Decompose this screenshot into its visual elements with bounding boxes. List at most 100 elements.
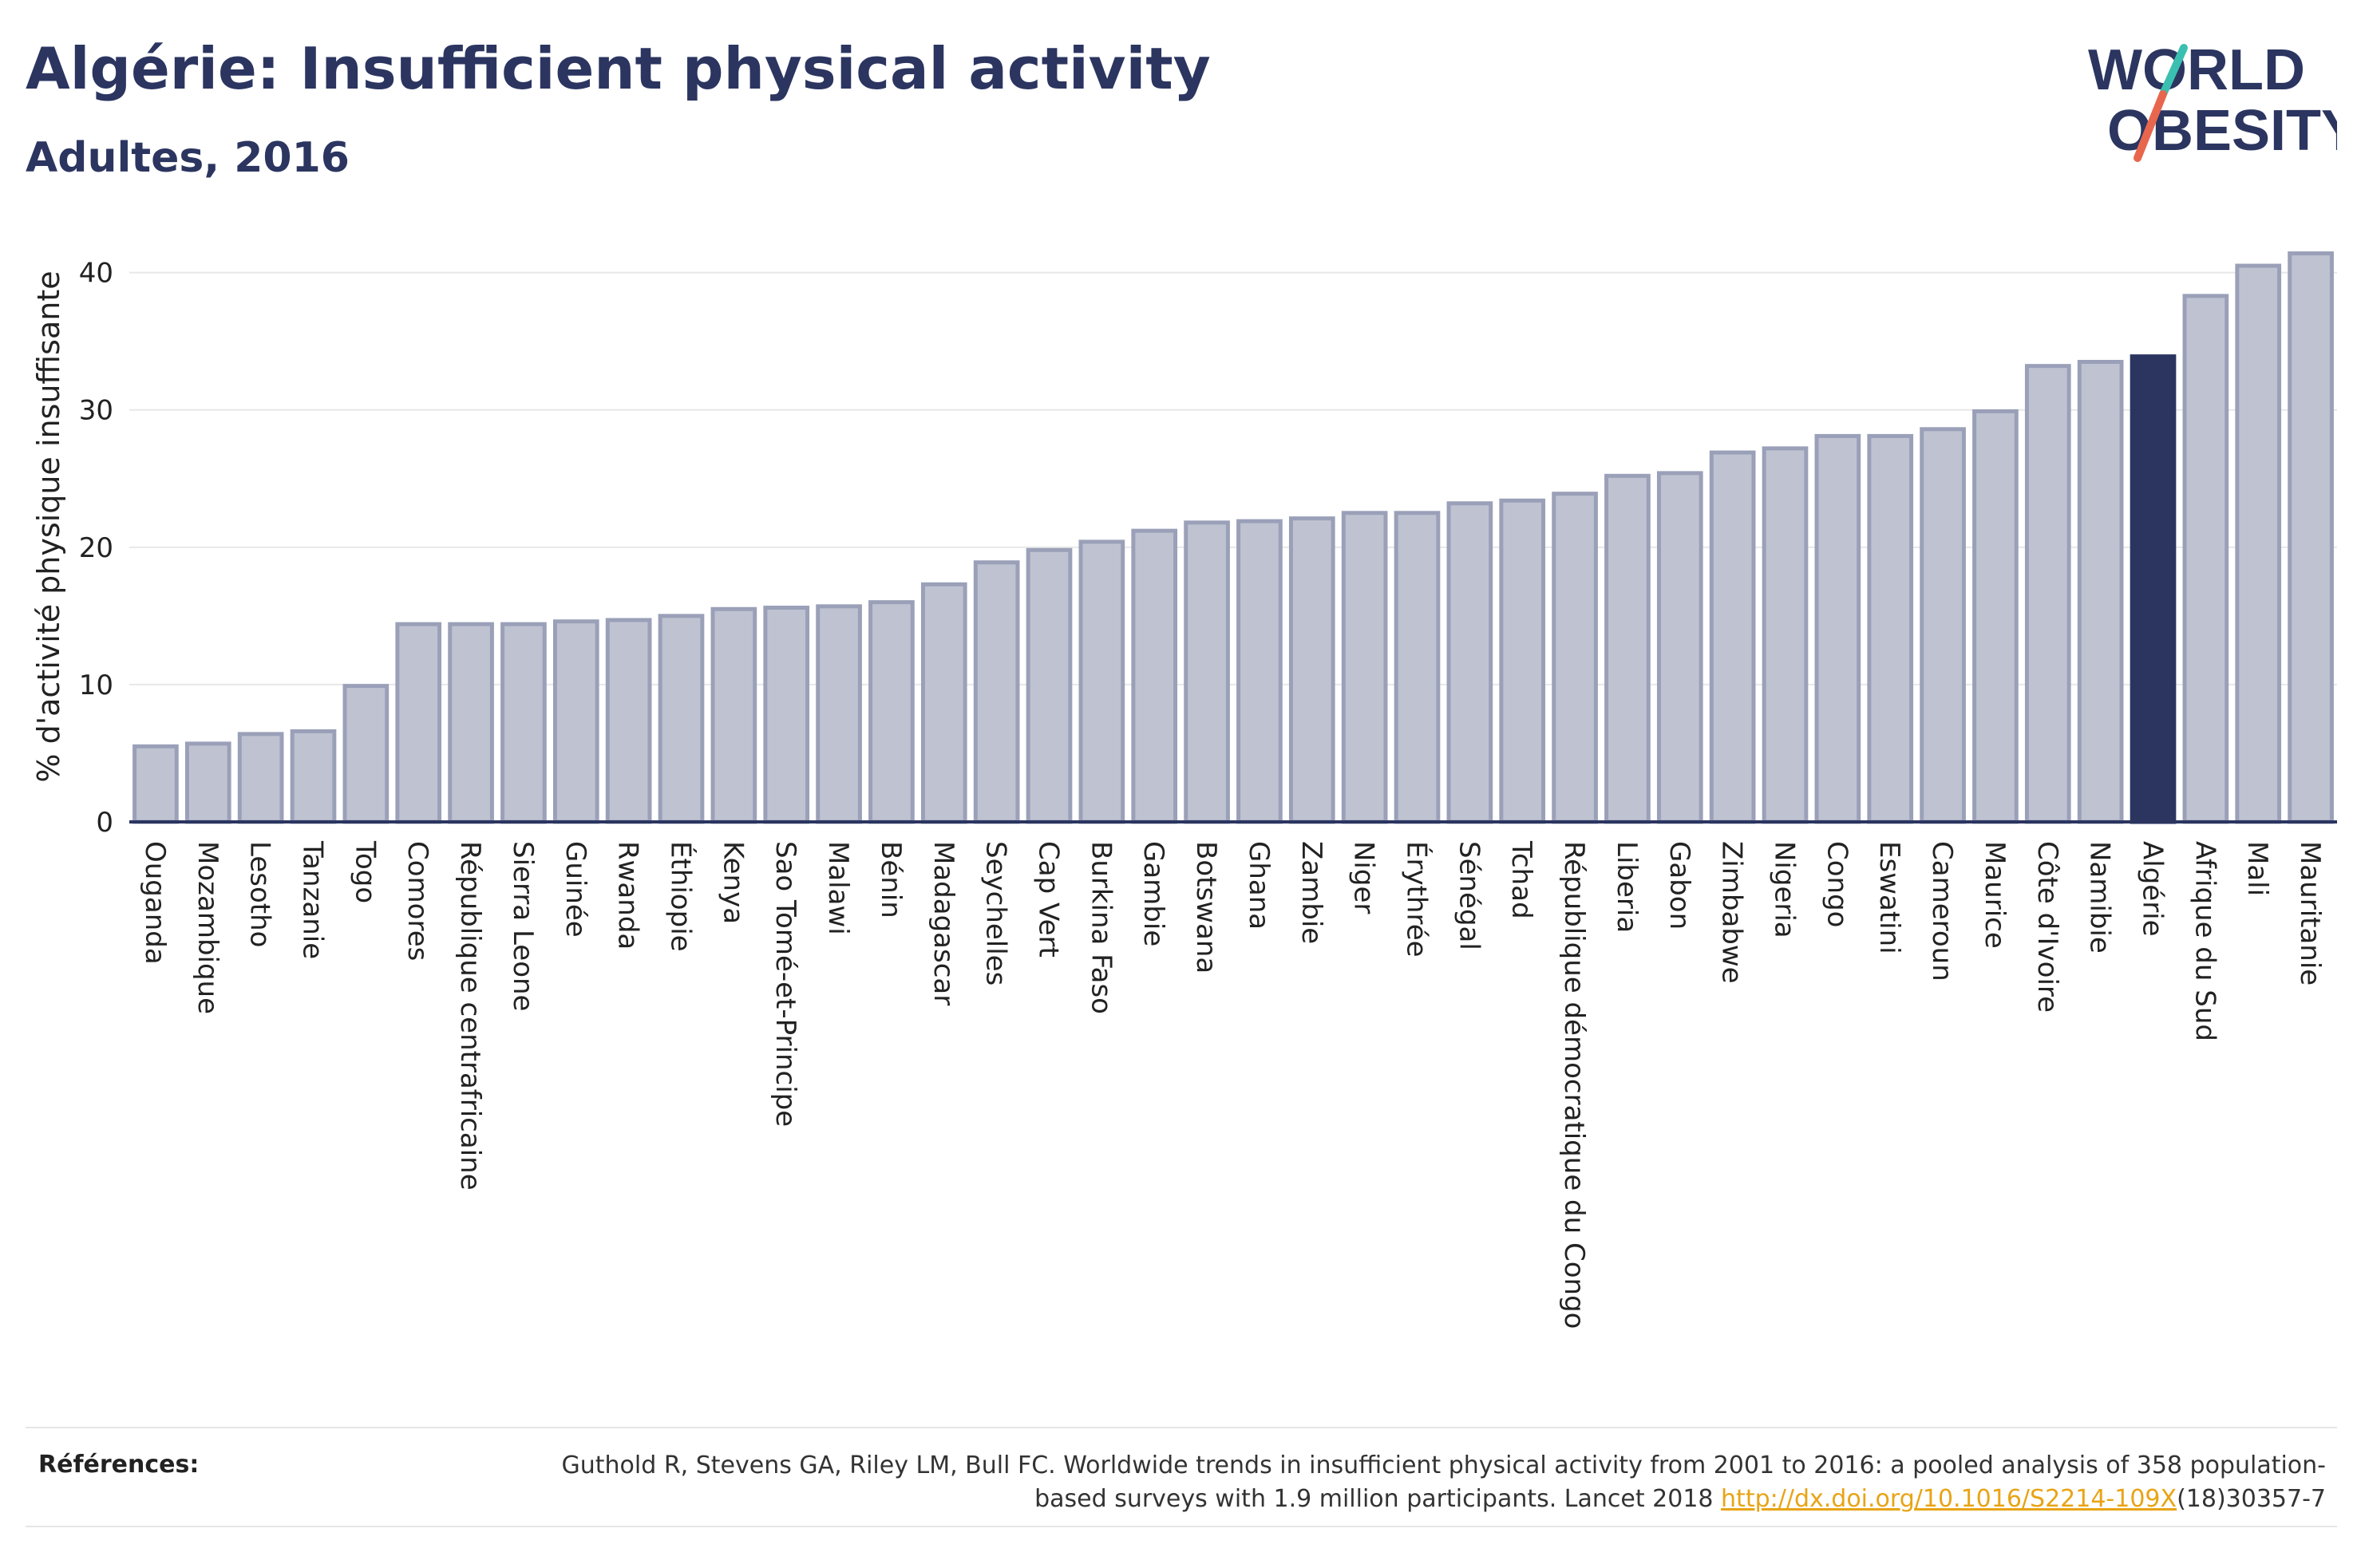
reference-citation: Guthold R, Stevens GA, Riley LM, Bull FC… bbox=[561, 1451, 2326, 1513]
x-tick-label: Lesotho bbox=[244, 841, 276, 947]
bar bbox=[1026, 547, 1073, 824]
x-tick-label: Gambie bbox=[1137, 841, 1169, 946]
bar bbox=[1814, 433, 1861, 824]
bar bbox=[1867, 433, 1914, 824]
y-tick-label: 40 bbox=[79, 258, 113, 290]
x-tick-label: Maurice bbox=[1979, 841, 2011, 949]
bar bbox=[1656, 471, 1703, 824]
bar bbox=[2182, 294, 2229, 824]
references-divider-bottom bbox=[26, 1526, 2337, 1527]
bar bbox=[816, 604, 862, 824]
bar bbox=[1236, 519, 1283, 824]
references-text: Guthold R, Stevens GA, Riley LM, Bull FC… bbox=[490, 1449, 2326, 1516]
bar bbox=[1920, 427, 1966, 824]
x-tick-label: Algérie bbox=[2137, 841, 2169, 937]
x-tick-label: Guinée bbox=[560, 841, 591, 938]
bar bbox=[2077, 359, 2124, 824]
x-tick-label: Ouganda bbox=[139, 841, 171, 965]
x-tick-label: Côte d'Ivoire bbox=[2031, 841, 2063, 1013]
x-tick-label: Eswatini bbox=[1873, 841, 1905, 954]
bar bbox=[395, 622, 442, 824]
bar bbox=[1972, 409, 2019, 824]
x-tick-label: Mali bbox=[2241, 841, 2273, 896]
x-tick-label: Ghana bbox=[1243, 841, 1275, 930]
x-tick-label: République centrafricaine bbox=[454, 841, 486, 1191]
x-tick-label: Madagascar bbox=[927, 841, 959, 1005]
bar bbox=[448, 622, 494, 824]
x-tick-label: Cap Vert bbox=[1033, 841, 1065, 958]
x-tick-label: Rwanda bbox=[612, 841, 644, 950]
y-axis-label: % d'activité physique insuffisante bbox=[31, 271, 66, 782]
bar bbox=[1552, 492, 1598, 824]
y-tick-label: 30 bbox=[79, 395, 113, 427]
world-obesity-logo: WORLD OBESITY bbox=[2088, 38, 2337, 163]
x-tick-label: Mauritanie bbox=[2294, 841, 2326, 985]
x-tick-label: Tanzanie bbox=[297, 840, 329, 959]
bar bbox=[290, 729, 337, 824]
references-divider-top bbox=[26, 1427, 2337, 1428]
x-tick-label: Comores bbox=[401, 841, 433, 961]
bar bbox=[552, 619, 599, 824]
x-tick-label: Zimbabwe bbox=[1716, 841, 1748, 984]
logo-slash-bottom bbox=[2134, 90, 2167, 162]
bar bbox=[1078, 539, 1125, 824]
bar bbox=[184, 741, 231, 824]
reference-doi-suffix: (18)30357-7 bbox=[2177, 1485, 2326, 1513]
x-tick-label: Niger bbox=[1348, 841, 1380, 914]
x-tick-label: Bénin bbox=[875, 841, 907, 918]
x-tick-label: Seychelles bbox=[980, 841, 1012, 985]
x-tick-label: Afrique du Sud bbox=[2189, 841, 2221, 1041]
x-tick-label: Sao Tomé-et-Principe bbox=[769, 841, 801, 1127]
x-tick-label: Liberia bbox=[1611, 841, 1643, 933]
x-tick-label: Mozambique bbox=[192, 841, 223, 1014]
bar bbox=[2024, 364, 2071, 824]
bar bbox=[1709, 450, 1756, 824]
x-tick-label: Botswana bbox=[1190, 841, 1222, 974]
x-tick-label: Gabon bbox=[1663, 841, 1695, 930]
reference-doi-link[interactable]: http://dx.doi.org/10.1016/S2214-109X bbox=[1721, 1485, 2177, 1513]
x-tick-label: Nigeria bbox=[1769, 841, 1801, 938]
x-tick-label: Burkina Faso bbox=[1085, 841, 1117, 1014]
x-tick-label: Zambie bbox=[1295, 841, 1327, 944]
x-tick-label: Sierra Leone bbox=[507, 841, 539, 1011]
y-tick-label: 0 bbox=[96, 807, 113, 839]
bar-chart: 0 10 20 30 40 % d'activité physique insuffisa… bbox=[31, 251, 2337, 1329]
bar bbox=[1131, 528, 1178, 824]
x-tick-label: Namibie bbox=[2084, 841, 2116, 954]
bar bbox=[237, 732, 284, 824]
bar bbox=[973, 560, 1020, 824]
x-tick-label: République démocratique du Congo bbox=[1558, 841, 1590, 1329]
bar bbox=[658, 614, 705, 824]
logo-slash-top bbox=[2159, 44, 2188, 98]
bar bbox=[920, 582, 967, 824]
bar bbox=[1288, 516, 1335, 824]
x-tick-label: Érythrée bbox=[1401, 841, 1434, 958]
bar bbox=[132, 744, 179, 824]
bar bbox=[342, 684, 390, 824]
bar bbox=[763, 606, 810, 824]
x-tick-label: Kenya bbox=[717, 841, 749, 924]
page-title: Algérie: Insufficient physical activity bbox=[26, 35, 1211, 102]
bar bbox=[2130, 354, 2177, 824]
y-tick-label: 20 bbox=[79, 532, 113, 564]
page-subtitle: Adultes, 2016 bbox=[26, 134, 350, 182]
bar bbox=[1341, 511, 1388, 824]
x-tick-label: Cameroun bbox=[1926, 841, 1958, 981]
bar bbox=[710, 606, 757, 824]
bar bbox=[2235, 263, 2282, 824]
bar bbox=[868, 600, 915, 824]
bar bbox=[1499, 498, 1546, 824]
bar bbox=[1762, 446, 1809, 824]
bar bbox=[1604, 473, 1651, 824]
bar bbox=[1446, 501, 1493, 824]
x-tick-label: Éthiopie bbox=[665, 841, 698, 952]
bar bbox=[2288, 251, 2334, 824]
bar bbox=[605, 618, 652, 824]
bar bbox=[1394, 511, 1441, 824]
bar bbox=[1184, 520, 1230, 824]
logo-text-world: WORLD bbox=[2088, 38, 2305, 102]
y-tick-label: 10 bbox=[79, 669, 113, 701]
x-tick-label: Tchad bbox=[1505, 840, 1537, 919]
references-label: Références: bbox=[38, 1451, 200, 1479]
x-tick-label: Malawi bbox=[822, 841, 854, 935]
